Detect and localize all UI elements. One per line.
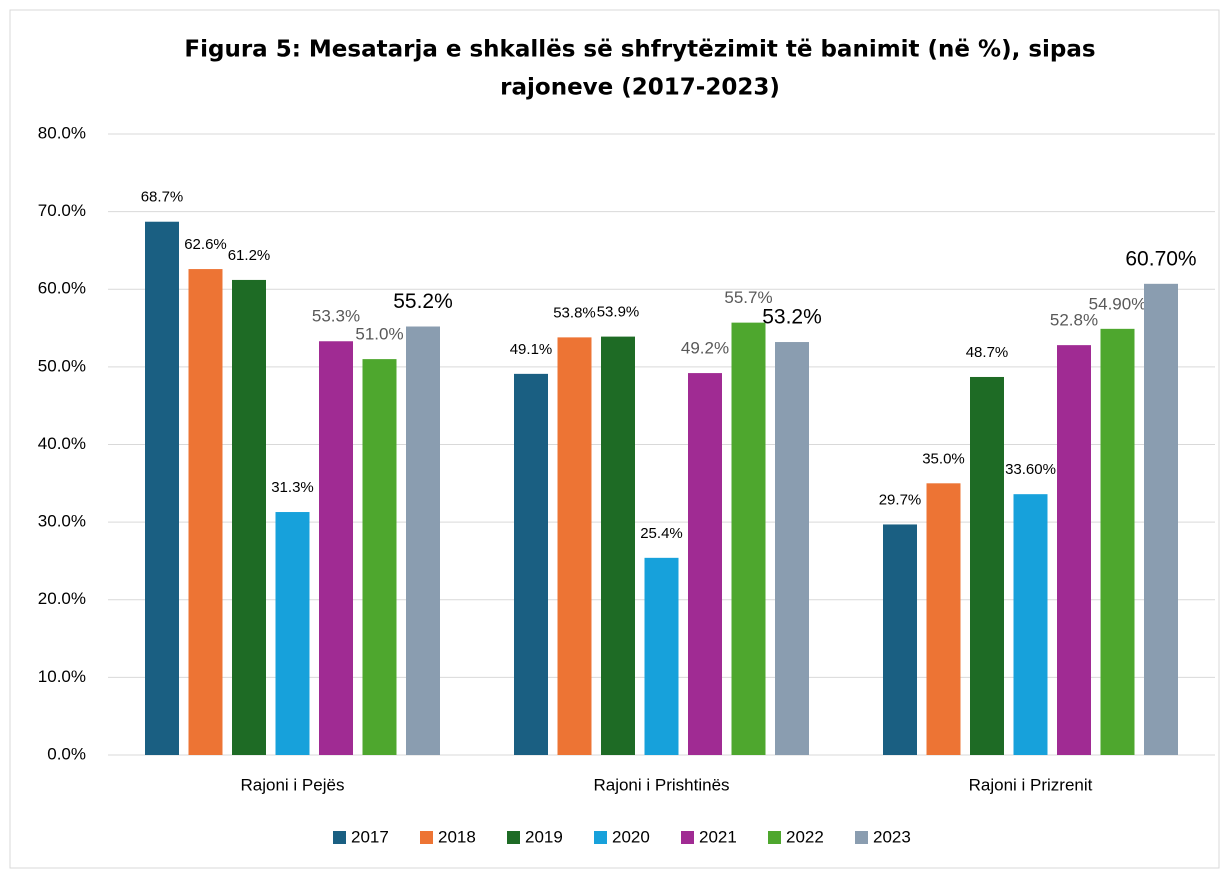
legend-swatch — [420, 831, 433, 844]
data-label: 62.6% — [184, 236, 227, 253]
bar — [775, 342, 809, 755]
legend-label: 2019 — [525, 827, 563, 846]
bar — [883, 524, 917, 755]
legend-swatch — [333, 831, 346, 844]
legend-swatch — [768, 831, 781, 844]
legend-label: 2022 — [786, 827, 824, 846]
legend-swatch — [855, 831, 868, 844]
y-tick-label: 10.0% — [38, 667, 86, 686]
y-tick-label: 50.0% — [38, 356, 86, 375]
bar — [1013, 494, 1048, 755]
y-tick-label: 30.0% — [38, 512, 86, 531]
bar — [145, 221, 179, 755]
chart-title: Figura 5: Mesatarja e shkallës së shfryt… — [184, 37, 1095, 63]
bar — [970, 376, 1004, 755]
data-label: 51.0% — [355, 325, 403, 344]
data-label: 53.9% — [597, 304, 640, 321]
x-tick-label: Rajoni i Pejës — [241, 775, 345, 794]
data-label: 55.2% — [393, 290, 453, 313]
bar — [188, 269, 223, 755]
y-tick-label: 60.0% — [38, 279, 86, 298]
data-label: 31.3% — [271, 479, 314, 496]
data-label: 68.7% — [141, 189, 184, 206]
data-label: 35.0% — [922, 450, 965, 467]
data-label: 53.8% — [553, 304, 596, 321]
bar — [514, 373, 548, 755]
legend-label: 2021 — [699, 827, 737, 846]
legend-swatch — [594, 831, 607, 844]
data-label: 60.70% — [1125, 247, 1196, 270]
data-label: 55.7% — [724, 288, 772, 307]
data-label: 49.2% — [681, 339, 729, 358]
legend-label: 2018 — [438, 827, 476, 846]
y-tick-label: 20.0% — [38, 589, 86, 608]
data-label: 49.1% — [510, 341, 553, 358]
bar — [1100, 328, 1135, 755]
bar — [644, 557, 679, 755]
bar — [1057, 345, 1091, 755]
data-label: 54.90% — [1089, 294, 1147, 313]
bar — [926, 483, 961, 755]
bar — [232, 279, 266, 755]
y-tick-label: 40.0% — [38, 434, 86, 453]
bar — [319, 341, 353, 755]
bar — [362, 359, 397, 755]
data-label: 61.2% — [228, 247, 271, 264]
data-label: 53.3% — [312, 307, 360, 326]
bar — [406, 326, 440, 755]
x-tick-label: Rajoni i Prizrenit — [969, 775, 1093, 794]
data-label: 48.7% — [966, 344, 1009, 361]
data-label: 52.8% — [1050, 311, 1098, 330]
y-tick-label: 80.0% — [38, 123, 86, 142]
data-label: 33.60% — [1005, 461, 1056, 478]
legend-swatch — [507, 831, 520, 844]
legend-label: 2023 — [873, 827, 911, 846]
bar — [1144, 283, 1178, 755]
data-label: 53.2% — [762, 306, 822, 329]
chart-title: rajoneve (2017-2023) — [500, 75, 780, 101]
data-label: 25.4% — [640, 525, 683, 542]
bar — [731, 322, 766, 755]
y-tick-label: 0.0% — [47, 744, 86, 763]
bar — [275, 512, 310, 755]
bar — [688, 373, 722, 755]
bar — [557, 337, 592, 755]
legend-swatch — [681, 831, 694, 844]
legend-label: 2017 — [351, 827, 389, 846]
y-tick-label: 70.0% — [38, 201, 86, 220]
data-label: 29.7% — [879, 491, 922, 508]
legend-label: 2020 — [612, 827, 650, 846]
bar — [601, 336, 635, 755]
x-tick-label: Rajoni i Prishtinës — [593, 775, 729, 794]
